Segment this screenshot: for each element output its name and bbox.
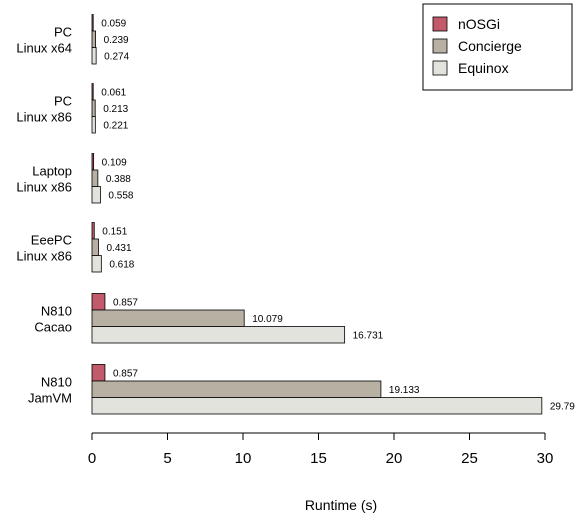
data-label-equinox-3: 0.618	[109, 259, 134, 270]
bar-equinox-5	[91, 397, 543, 415]
bar-nosgi-0	[91, 14, 94, 32]
x-axis-title: Runtime (s)	[305, 497, 377, 513]
bar-nosgi-1	[91, 83, 94, 101]
legend: nOSGi Concierge Equinox	[422, 3, 573, 91]
data-label-nosgi-3: 0.151	[102, 226, 127, 237]
data-label-nosgi-2: 0.109	[102, 157, 127, 168]
category-label-3-0: EeePC	[31, 232, 72, 247]
x-tick-label-15: 15	[310, 450, 327, 467]
category-label-0-1: Linux x64	[16, 40, 72, 55]
legend-swatch-equinox	[432, 60, 448, 76]
legend-label-nosgi: nOSGi	[458, 16, 500, 32]
bar-concierge-3	[91, 238, 99, 256]
data-label-equinox-4: 16.731	[353, 330, 384, 341]
category-label-3-1: Linux x86	[16, 248, 72, 263]
category-label-5-1: JamVM	[28, 390, 72, 405]
data-label-concierge-4: 10.079	[252, 314, 283, 325]
category-label-1-1: Linux x86	[16, 109, 72, 124]
legend-swatch-concierge	[432, 38, 448, 54]
bar-concierge-1	[91, 99, 96, 117]
data-label-concierge-5: 19.133	[389, 385, 420, 396]
x-tick-label-0: 0	[88, 450, 96, 467]
data-label-nosgi-4: 0.857	[113, 297, 138, 308]
bar-nosgi-4	[91, 293, 106, 311]
data-label-equinox-5: 29.79	[550, 401, 575, 412]
bar-nosgi-2	[91, 153, 95, 171]
category-label-4-1: Cacao	[34, 319, 72, 334]
bar-equinox-2	[91, 186, 101, 204]
bar-equinox-1	[91, 116, 96, 134]
x-axis: 0 5 10 15 20 25 30	[88, 432, 554, 467]
category-label-5-0: N810	[41, 374, 72, 389]
bar-concierge-4	[91, 309, 245, 327]
category-label-2-1: Linux x86	[16, 179, 72, 194]
x-tick-label-5: 5	[163, 450, 171, 467]
data-label-concierge-2: 0.388	[106, 174, 131, 185]
category-label-0-0: PC	[54, 24, 72, 39]
bar-equinox-0	[91, 47, 97, 65]
data-label-equinox-2: 0.558	[108, 190, 133, 201]
bar-equinox-3	[91, 255, 102, 273]
bar-concierge-2	[91, 169, 99, 187]
category-label-4-0: N810	[41, 303, 72, 318]
data-label-equinox-0: 0.274	[104, 51, 129, 62]
category-label-2-0: Laptop	[32, 163, 72, 178]
legend-box	[422, 3, 573, 91]
x-tick-label-10: 10	[235, 450, 252, 467]
x-tick-label-30: 30	[537, 450, 554, 467]
data-label-concierge-0: 0.239	[104, 35, 129, 46]
bar-concierge-0	[91, 30, 97, 48]
data-label-nosgi-0: 0.059	[101, 18, 126, 29]
bar-nosgi-5	[91, 364, 106, 382]
bar-nosgi-3	[91, 222, 95, 240]
bar-concierge-5	[91, 380, 382, 398]
data-label-nosgi-5: 0.857	[113, 368, 138, 379]
x-tick-label-25: 25	[461, 450, 478, 467]
legend-label-equinox: Equinox	[458, 60, 509, 76]
category-label-1-0: PC	[54, 93, 72, 108]
data-label-concierge-3: 0.431	[107, 243, 132, 254]
data-label-equinox-1: 0.221	[103, 120, 128, 131]
legend-swatch-nosgi	[432, 16, 448, 32]
data-label-nosgi-1: 0.061	[101, 87, 126, 98]
x-tick-label-20: 20	[386, 450, 403, 467]
legend-label-concierge: Concierge	[458, 38, 522, 54]
data-label-concierge-1: 0.213	[103, 104, 128, 115]
bar-equinox-4	[91, 326, 346, 344]
bars-group: 0.059 0.239 0.274 0.061 0.213 0.221 0.109 0.388…	[91, 14, 575, 415]
